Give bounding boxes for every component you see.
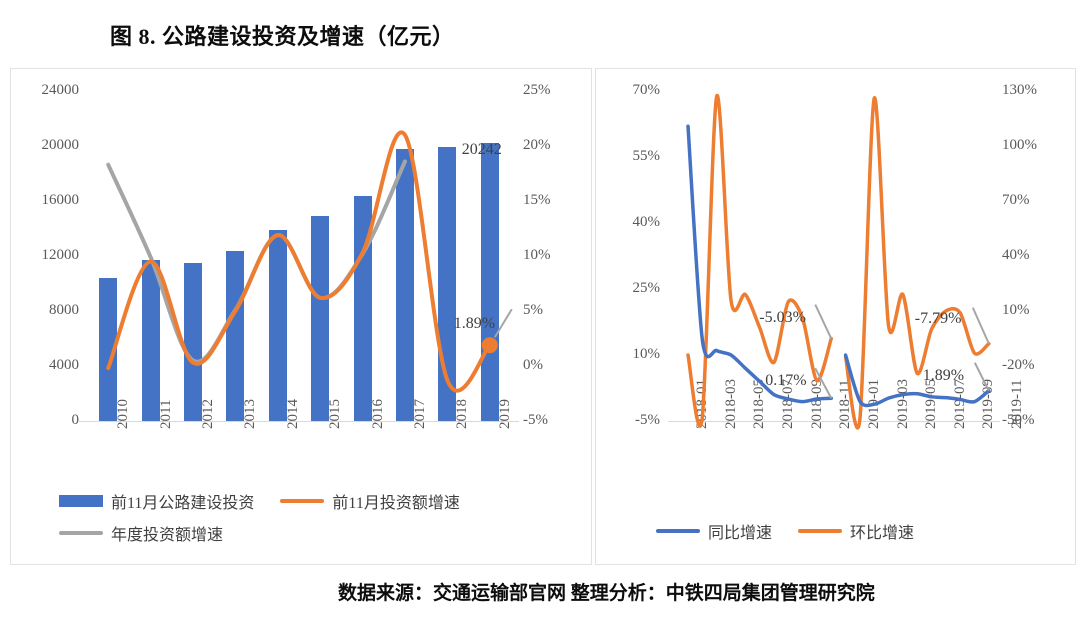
x-axis-baseline <box>79 421 519 422</box>
y-tick-left-70%: 70% <box>632 82 661 98</box>
y-tick-right-130%: 130% <box>1002 82 1037 98</box>
left-chart-plot-area <box>79 91 519 422</box>
leader-5-03 <box>814 304 833 339</box>
y-tick-right--5%: -5% <box>523 412 548 428</box>
bar-2015 <box>311 216 330 421</box>
legend-item-3: 年度投资额增速 <box>59 521 223 545</box>
page-title: 图 8. 公路建设投资及增速（亿元） <box>110 24 455 49</box>
y-tick-right--50%: -50% <box>1002 412 1035 428</box>
bar-2018 <box>438 147 457 421</box>
source-footer: 数据来源：交通运输部官网 整理分析：中铁四局集团管理研究院 <box>338 583 875 604</box>
y-tick-right-10%: 10% <box>523 247 551 263</box>
legend-swatch-line <box>280 499 325 503</box>
legend-swatch-line <box>59 531 103 535</box>
bar-2013 <box>226 250 245 421</box>
line-mom-growth-seg2 <box>843 96 991 430</box>
bar-2014 <box>268 229 287 421</box>
legend-item-2: 前11月投资额增速 <box>280 489 460 513</box>
y-tick-right-10%: 10% <box>1002 302 1030 318</box>
x-axis-baseline <box>668 421 1000 422</box>
annotation--7-79-: -7.79% <box>914 309 962 327</box>
line-nov-growth <box>106 130 492 393</box>
y-tick-right-100%: 100% <box>1002 137 1037 153</box>
left-chart-lines <box>106 130 513 393</box>
line-yoy-growth-seg2 <box>843 353 991 408</box>
y-tick-right-0%: 0% <box>523 357 543 373</box>
y-tick-right-5%: 5% <box>523 302 543 318</box>
legend-swatch-line <box>656 529 700 533</box>
legend-label: 同比增速 <box>708 525 773 542</box>
y-tick-left-8000: 8000 <box>49 302 79 318</box>
legend-item-2: 环比增速 <box>798 519 914 543</box>
leader-7-79 <box>971 307 990 345</box>
y-tick-left-25%: 25% <box>632 280 661 296</box>
y-tick-left-0: 0 <box>71 412 80 428</box>
right-chart-lines <box>686 93 991 430</box>
y-tick-left-10%: 10% <box>632 346 661 362</box>
legend-label: 环比增速 <box>850 525 915 542</box>
bar-2010 <box>99 278 118 421</box>
legend-label: 前11月公路建设投资 <box>111 495 255 512</box>
line-mom-growth-seg1 <box>686 93 833 428</box>
right-chart-panel: -5% 10% 25% 40% 55% 70% -50% -20% 10% 40% 70% 100%… <box>595 68 1076 565</box>
legend-label: 前11月投资额增速 <box>332 495 460 512</box>
line-yoy-growth-seg1 <box>686 124 833 404</box>
legend-swatch-bar <box>59 495 103 507</box>
annotation-leader-line <box>493 308 513 338</box>
right-chart-legend: 同比增速 环比增速 <box>656 519 1056 551</box>
legend-label: 年度投资额增速 <box>111 527 224 544</box>
y-tick-left-55%: 55% <box>632 148 661 164</box>
bar-data-label-2019: 20242 <box>461 140 502 158</box>
left-chart-panel: 0 4000 8000 12000 16000 20000 24000 -5% 0% 5% 10%… <box>10 68 592 565</box>
y-tick-right-15%: 15% <box>523 192 551 208</box>
y-tick-left-16000: 16000 <box>41 192 80 208</box>
annotation-1-89: 1.89% <box>453 315 496 333</box>
leader-1-89 <box>973 362 990 392</box>
y-tick-left--5%: -5% <box>635 412 660 428</box>
annotation--5-03-: -5.03% <box>759 308 806 326</box>
data-point-marker-2019 <box>481 337 498 354</box>
y-tick-left-20000: 20000 <box>41 137 80 153</box>
y-tick-left-40%: 40% <box>632 214 661 230</box>
left-chart-legend: 前11月公路建设投资 前11月投资额增速年度投资额增速 <box>59 489 559 553</box>
bar-2016 <box>353 195 372 421</box>
legend-item-1: 前11月公路建设投资 <box>59 489 254 513</box>
y-tick-right-70%: 70% <box>1002 192 1030 208</box>
annotation-0-17-: 0.17% <box>765 372 807 390</box>
y-tick-left-4000: 4000 <box>49 357 79 373</box>
bar-2017 <box>396 148 414 421</box>
legend-swatch-line <box>798 529 843 533</box>
y-tick-right-40%: 40% <box>1002 247 1030 263</box>
annotation-1-89-: 1.89% <box>922 366 965 384</box>
leader-0-17 <box>814 367 833 399</box>
bar-2011 <box>141 260 160 421</box>
right-chart-plot-area <box>668 91 1000 430</box>
y-tick-left-12000: 12000 <box>41 247 80 263</box>
legend-item-1: 同比增速 <box>656 519 772 543</box>
y-tick-right-25%: 25% <box>523 82 551 98</box>
y-tick-left-24000: 24000 <box>41 82 80 98</box>
y-tick-right--20%: -20% <box>1002 357 1035 373</box>
y-tick-right-20%: 20% <box>523 137 551 153</box>
bar-2012 <box>184 262 202 421</box>
